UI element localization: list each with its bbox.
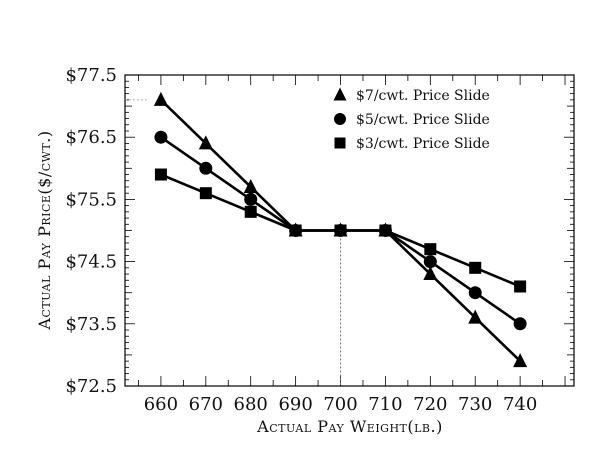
- point-triangle: [153, 91, 168, 106]
- x-tick-label: 670: [189, 394, 223, 415]
- x-tick-label: 680: [234, 394, 268, 415]
- legend-marker-triangle: [333, 87, 347, 101]
- point-square: [244, 205, 257, 218]
- point-circle: [244, 192, 258, 206]
- y-tick-label: $76.5: [65, 127, 117, 148]
- y-axis-title: Actual Pay Price($/cwt.): [35, 130, 54, 330]
- y-tick-label: $73.5: [65, 314, 117, 335]
- point-circle: [423, 255, 437, 269]
- point-triangle: [513, 353, 528, 368]
- y-tick-label: $74.5: [65, 252, 117, 273]
- point-circle: [199, 161, 213, 175]
- point-triangle: [198, 135, 213, 150]
- x-tick-label: 730: [458, 394, 492, 415]
- point-circle: [468, 286, 482, 300]
- legend-label: $7/cwt. Price Slide: [356, 88, 490, 104]
- y-tick-label: $72.5: [65, 376, 117, 397]
- point-square: [469, 261, 482, 274]
- legend-label: $5/cwt. Price Slide: [356, 112, 490, 128]
- point-triangle: [468, 309, 483, 324]
- point-square: [379, 224, 392, 237]
- legend-marker-square: [334, 137, 346, 149]
- x-tick-label: 700: [323, 394, 357, 415]
- x-tick-label: 720: [413, 394, 447, 415]
- point-circle: [154, 130, 168, 144]
- x-tick-label: 740: [503, 394, 537, 415]
- y-tick-label: $77.5: [65, 65, 117, 86]
- y-tick-label: $75.5: [65, 189, 117, 210]
- x-tick-label: 710: [368, 394, 402, 415]
- point-square: [199, 187, 212, 200]
- legend-marker-circle: [334, 113, 346, 125]
- point-square: [514, 280, 527, 293]
- point-square: [424, 243, 437, 256]
- legend-label: $3/cwt. Price Slide: [356, 136, 490, 152]
- point-circle: [513, 317, 527, 331]
- point-triangle: [243, 178, 258, 193]
- x-tick-label: 660: [144, 394, 178, 415]
- point-square: [334, 224, 347, 237]
- point-square: [289, 224, 302, 237]
- point-square: [154, 168, 167, 181]
- x-tick-label: 690: [278, 394, 312, 415]
- x-axis-title: Actual Pay Weight(lb.): [256, 417, 443, 436]
- point-triangle: [423, 266, 438, 281]
